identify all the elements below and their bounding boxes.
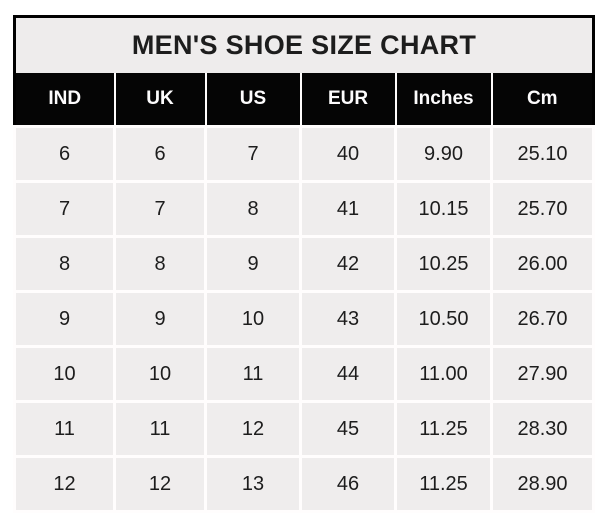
- table-cell: 11.25: [394, 455, 493, 513]
- table-row: 7 7 8 41 10.15 25.70: [13, 180, 596, 238]
- table-cell: 6: [13, 125, 116, 183]
- table-cell: 10.25: [394, 235, 493, 293]
- table-cell: 26.70: [489, 290, 596, 348]
- table-cell: 10: [13, 345, 116, 403]
- table-cell: 9.90: [394, 125, 493, 183]
- table-cell: 8: [204, 180, 302, 238]
- table-cell: 42: [299, 235, 397, 293]
- title-row: MEN'S SHOE SIZE CHART: [14, 16, 594, 73]
- table-header-row: IND UK US EUR Inches Cm: [13, 73, 595, 127]
- table-cell: 11: [13, 400, 116, 458]
- table-cell: 25.10: [489, 125, 596, 183]
- table-cell: 46: [299, 455, 397, 513]
- table-cell: 9: [204, 235, 302, 293]
- table-cell: 28.30: [489, 400, 596, 458]
- column-header-eur: EUR: [299, 73, 397, 127]
- table-cell: 12: [13, 455, 116, 513]
- table-row: 11 11 12 45 11.25 28.30: [13, 400, 596, 458]
- table-cell: 26.00: [489, 235, 596, 293]
- table-row: 10 10 11 44 11.00 27.90: [13, 345, 596, 403]
- table-cell: 27.90: [489, 345, 596, 403]
- table-head: MEN'S SHOE SIZE CHART IND UK US EUR Inches Cm: [13, 16, 595, 127]
- table-row: 8 8 9 42 10.25 26.00: [13, 235, 596, 293]
- table-cell: 25.70: [489, 180, 596, 238]
- column-header-inches: Inches: [394, 73, 493, 127]
- table-cell: 43: [299, 290, 397, 348]
- table-cell: 40: [299, 125, 397, 183]
- chart-title: MEN'S SHOE SIZE CHART: [14, 16, 594, 73]
- table-cell: 8: [113, 235, 207, 293]
- table-cell: 11.25: [394, 400, 493, 458]
- table-cell: 11: [113, 400, 207, 458]
- table-cell: 10.50: [394, 290, 493, 348]
- table-row: 9 9 10 43 10.50 26.70: [13, 290, 596, 348]
- column-header-cm: Cm: [490, 73, 595, 127]
- table-row: 12 12 13 46 11.25 28.90: [13, 455, 596, 513]
- table-cell: 7: [113, 180, 207, 238]
- table-cell: 11: [204, 345, 302, 403]
- table-cell: 45: [299, 400, 397, 458]
- table-row: 6 6 7 40 9.90 25.10: [13, 125, 596, 183]
- table-cell: 41: [299, 180, 397, 238]
- table-cell: 11.00: [394, 345, 493, 403]
- table-cell: 12: [204, 400, 302, 458]
- table-cell: 7: [13, 180, 116, 238]
- table-cell: 28.90: [489, 455, 596, 513]
- table-cell: 9: [113, 290, 207, 348]
- table-cell: 12: [113, 455, 207, 513]
- shoe-size-chart-table: MEN'S SHOE SIZE CHART IND UK US EUR Inches Cm…: [13, 15, 596, 513]
- table-cell: 9: [13, 290, 116, 348]
- column-header-uk: UK: [113, 73, 207, 127]
- table-cell: 10.15: [394, 180, 493, 238]
- table-cell: 10: [113, 345, 207, 403]
- table-cell: 10: [204, 290, 302, 348]
- table-cell: 44: [299, 345, 397, 403]
- table-body: 6 6 7 40 9.90 25.10 7 7 8 41 10.15 25.70 8 8 9 42 10.25 2…: [13, 125, 596, 513]
- table-cell: 6: [113, 125, 207, 183]
- table-cell: 8: [13, 235, 116, 293]
- column-header-ind: IND: [13, 73, 116, 127]
- table-cell: 7: [204, 125, 302, 183]
- table-cell: 13: [204, 455, 302, 513]
- column-header-us: US: [204, 73, 302, 127]
